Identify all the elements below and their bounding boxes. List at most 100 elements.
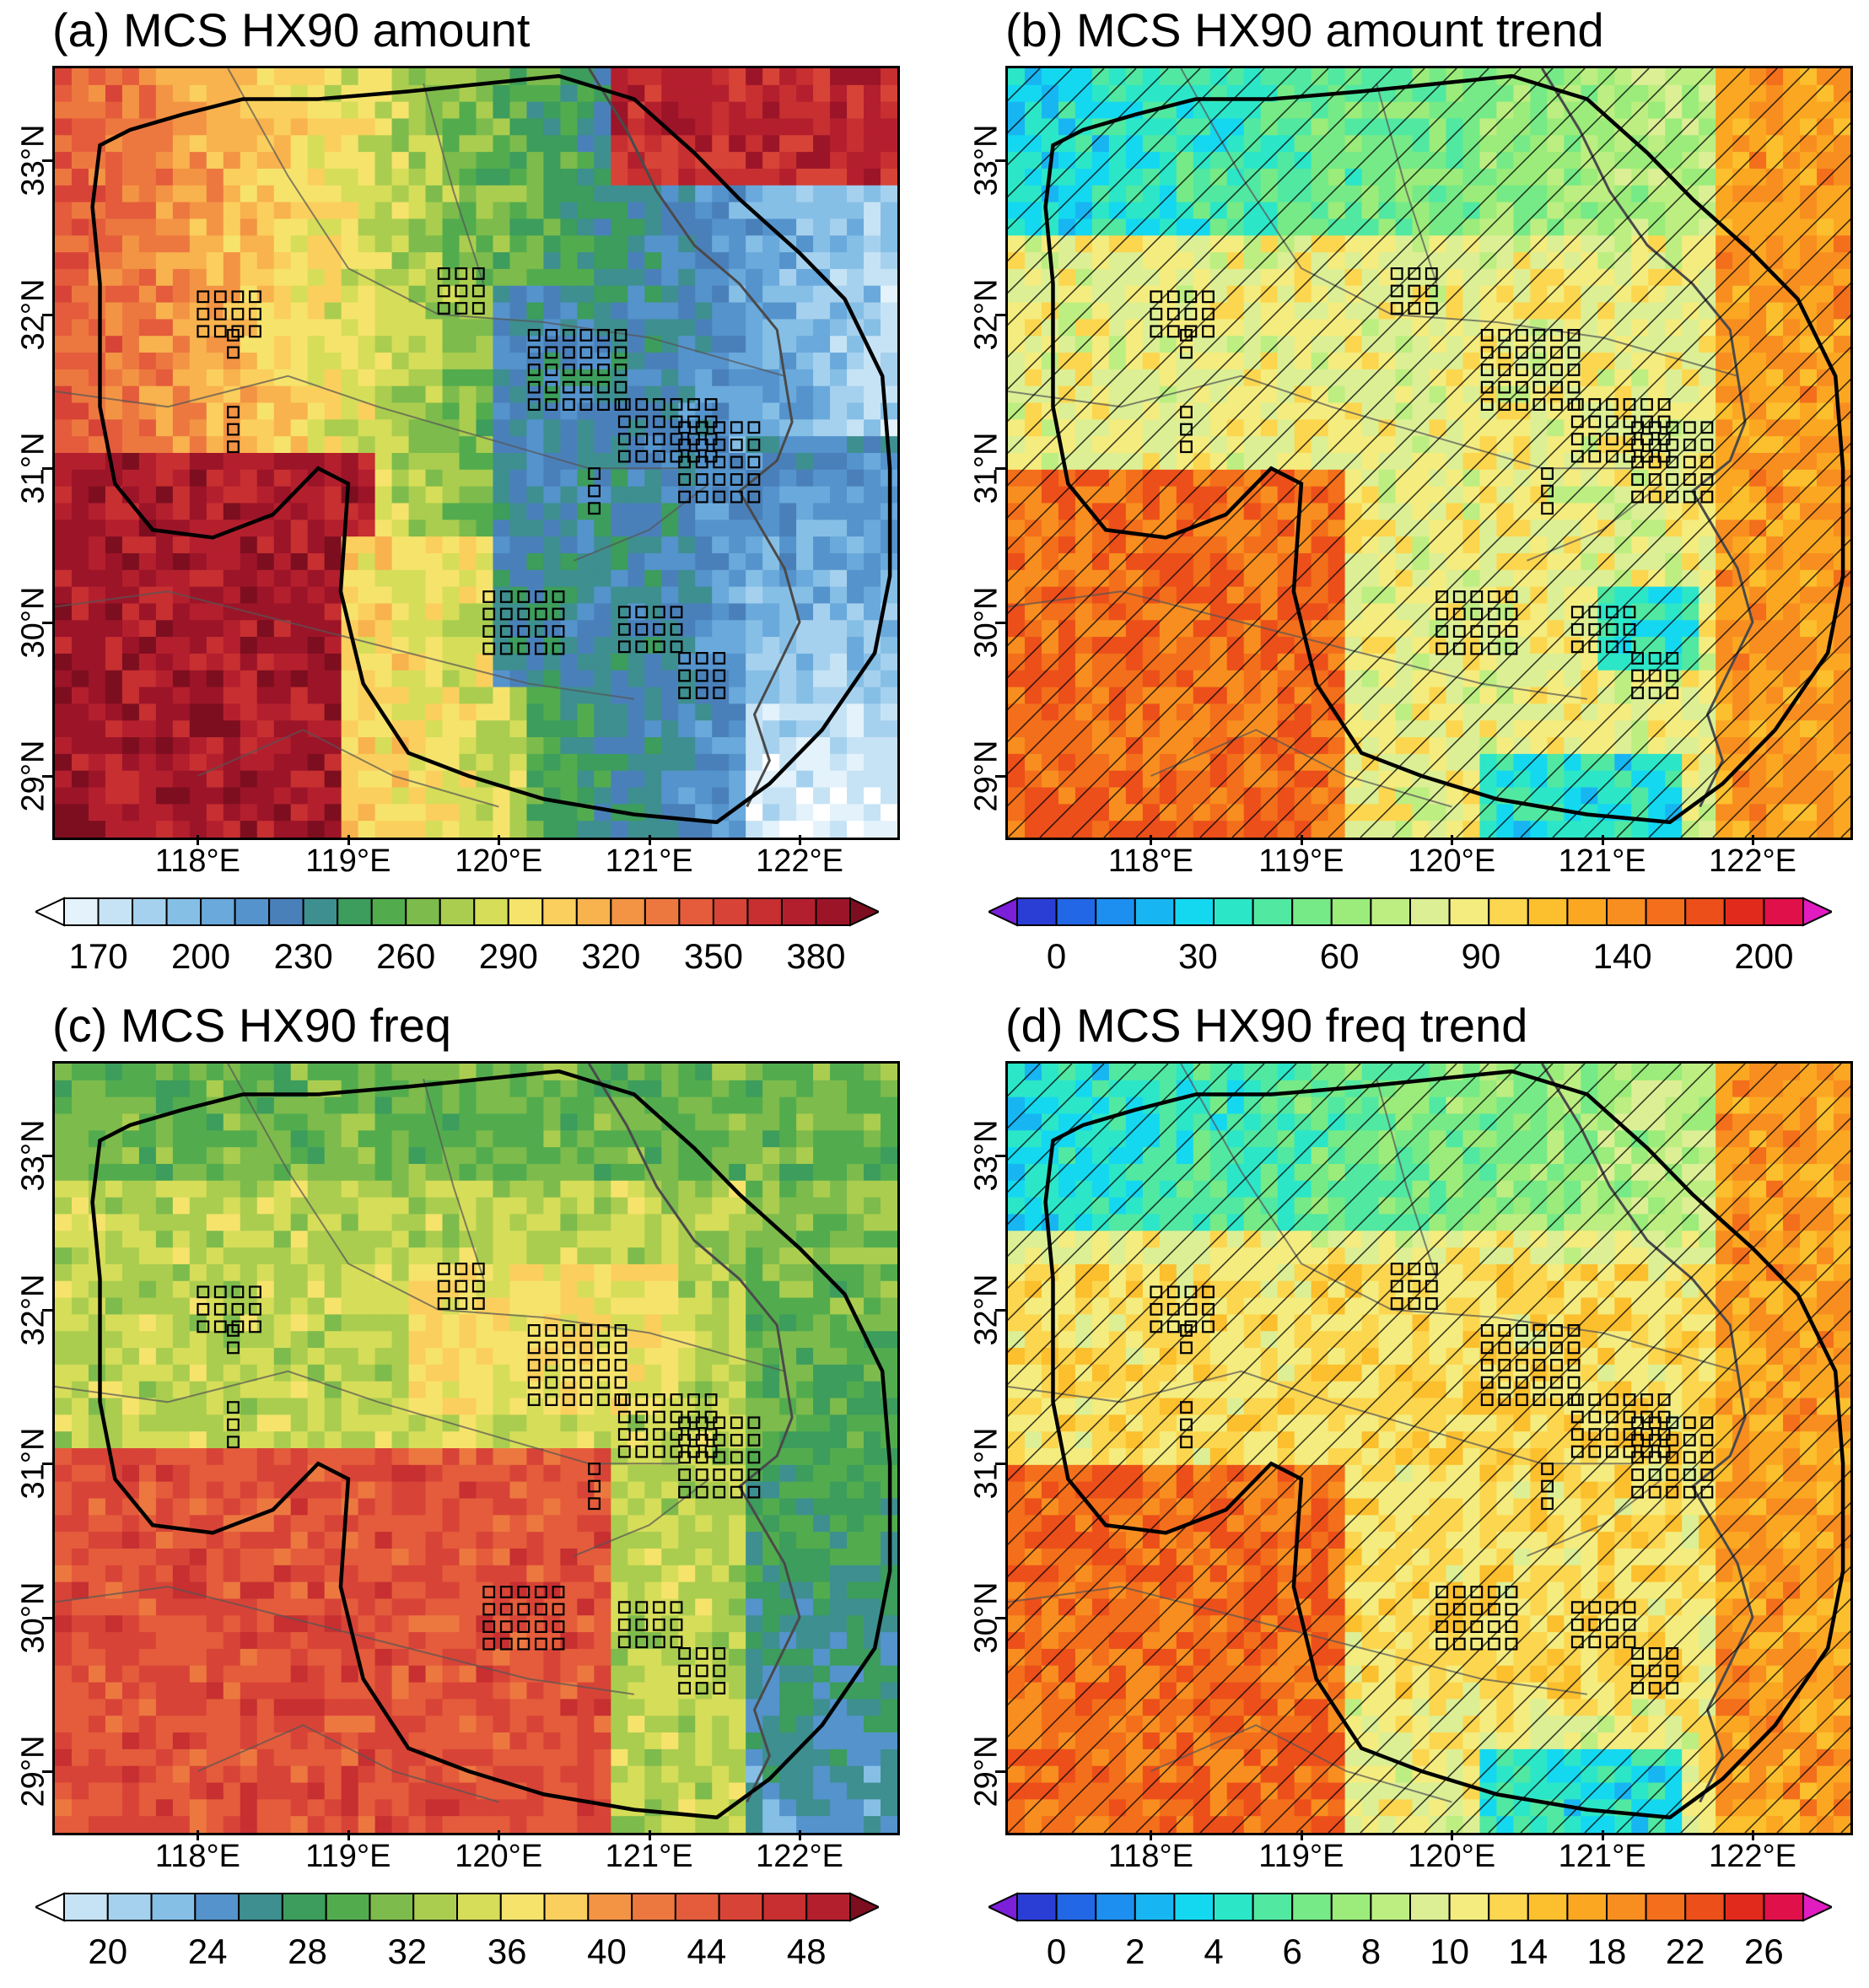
field-cell (1581, 369, 1598, 387)
field-cell (1159, 804, 1177, 822)
field-cell (1412, 536, 1430, 554)
field-cell (1631, 569, 1649, 588)
field-cell (1344, 235, 1363, 253)
field-cell (847, 469, 864, 488)
field-cell (55, 68, 73, 86)
field-cell (1226, 520, 1245, 537)
field-cell (1008, 385, 1026, 404)
field-cell (1766, 486, 1784, 504)
field-cell (577, 486, 595, 504)
field-cell (324, 353, 342, 370)
field-cell (1193, 687, 1211, 704)
field-cell (273, 285, 292, 304)
field-cell (779, 653, 797, 671)
field-cell (1496, 753, 1514, 772)
field-cell (661, 569, 679, 588)
field-cell (1665, 302, 1683, 320)
field-cell (1008, 486, 1026, 504)
field-cell (1732, 486, 1750, 504)
grid-box (197, 290, 210, 304)
grid-box (678, 651, 691, 665)
field-cell (1311, 118, 1329, 136)
grid-box (713, 473, 726, 486)
field-cell (1344, 353, 1363, 370)
field-cell (695, 402, 713, 420)
field-cell (1294, 319, 1312, 337)
field-cell (881, 118, 897, 136)
field-cell (1783, 520, 1801, 537)
field-cell (577, 84, 595, 103)
field-cell (1783, 402, 1801, 420)
field-cell (1732, 369, 1750, 387)
field-cell (1108, 453, 1127, 471)
field-cell (1446, 436, 1464, 454)
field-cell (1075, 202, 1093, 220)
field-cell (374, 821, 393, 838)
field-cell (1800, 402, 1818, 420)
field-cell (1159, 336, 1177, 353)
field-cell (1412, 436, 1430, 454)
colorbar-swatch (234, 897, 271, 926)
field-cell (1008, 536, 1026, 554)
field-cell (425, 703, 444, 721)
field-cell (1311, 218, 1329, 236)
field-cell (1024, 753, 1042, 772)
field-cell (729, 720, 746, 738)
field-cell (1614, 670, 1632, 688)
field-cell (307, 737, 326, 755)
field-cell (661, 536, 679, 554)
field-cell (729, 753, 746, 772)
field-cell (560, 152, 578, 170)
field-cell (256, 353, 275, 370)
field-cell (509, 653, 528, 671)
field-cell (1176, 637, 1194, 655)
field-cell (1513, 637, 1531, 655)
field-cell (1496, 569, 1514, 588)
field-cell (341, 218, 359, 236)
field-cell (493, 336, 511, 353)
field-cell (1024, 101, 1042, 120)
field-cells (55, 68, 897, 838)
field-cell (1732, 268, 1750, 287)
field-cell (1715, 620, 1733, 638)
grid-box (1550, 380, 1563, 394)
field-cell (560, 753, 578, 772)
grid-box (517, 590, 531, 603)
field-cell (1328, 620, 1346, 638)
field-cell (1294, 552, 1312, 571)
field-cell (729, 620, 746, 638)
field-cell (746, 101, 763, 120)
field-cell (813, 620, 831, 638)
field-cell (1412, 152, 1430, 170)
field-cell (1513, 737, 1531, 755)
field-cell (307, 536, 326, 554)
field-cell (1732, 670, 1750, 688)
field-cell (1024, 436, 1042, 454)
field-cell (1597, 536, 1615, 554)
field-cell (1530, 737, 1548, 755)
field-cell (391, 486, 410, 504)
field-cell (526, 821, 545, 838)
field-cell (1209, 787, 1228, 805)
field-cell (476, 620, 494, 638)
field-cell (189, 268, 207, 287)
field-cell (881, 703, 897, 721)
field-cell (864, 369, 881, 387)
field-cell (847, 637, 864, 655)
field-cell (678, 185, 696, 203)
province-border (1150, 729, 1452, 808)
field-cell (1479, 536, 1498, 554)
field-cell (240, 118, 258, 136)
field-cell (1041, 302, 1059, 320)
field-cell (1176, 503, 1194, 520)
field-cell (1479, 804, 1498, 822)
field-cell (55, 84, 73, 103)
field-cell (1715, 569, 1733, 588)
field-cell (594, 787, 611, 805)
field-cell (1412, 101, 1430, 120)
field-cell (678, 720, 696, 738)
field-cell (1108, 821, 1127, 838)
grid-box (1425, 267, 1438, 280)
field-cell (864, 385, 881, 404)
field-cell (1311, 569, 1329, 588)
